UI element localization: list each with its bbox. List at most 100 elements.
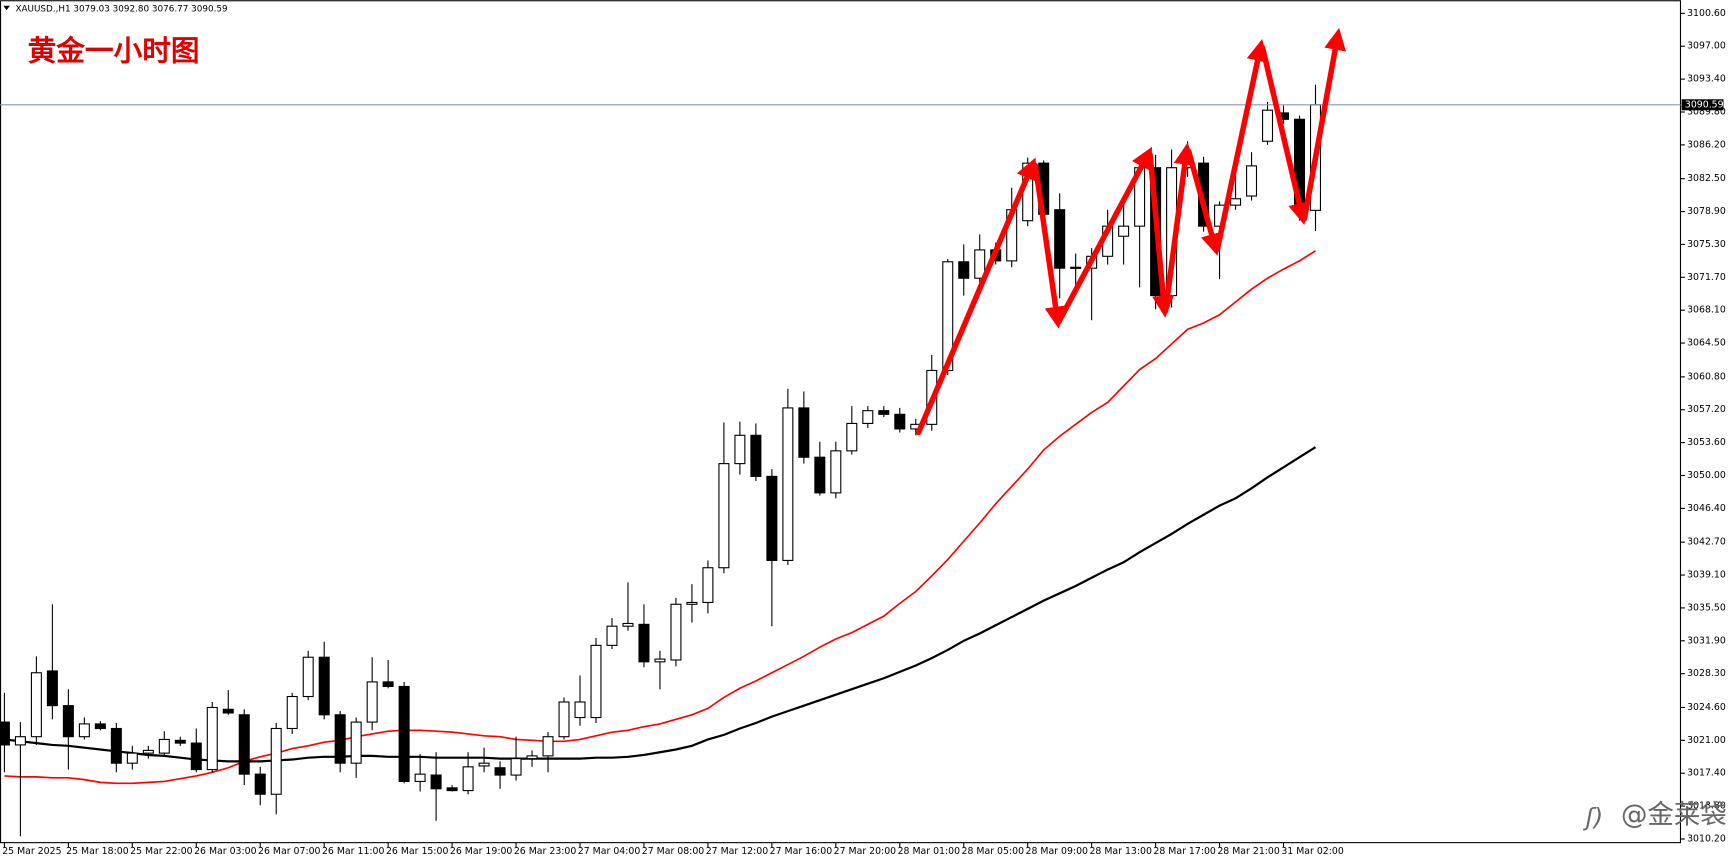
x-tick-label: 26 Mar 23:00 — [514, 846, 577, 857]
candle-body — [478, 762, 490, 767]
y-tick-label: 3028.30 — [1687, 668, 1726, 679]
candle-body — [94, 723, 106, 730]
y-tick-label: 3068.10 — [1687, 305, 1726, 316]
candle-body — [958, 261, 970, 279]
arrow — [1259, 44, 1310, 225]
menu-triangle — [3, 5, 10, 11]
candle-body — [126, 752, 138, 764]
candle-body — [318, 656, 330, 716]
y-tick-label: 3010.20 — [1687, 833, 1726, 844]
x-tick-label: 26 Mar 15:00 — [386, 846, 449, 857]
candle-body — [830, 450, 842, 494]
x-tick-label: 27 Mar 20:00 — [834, 846, 897, 857]
candle-body — [862, 410, 874, 424]
candle-body — [398, 685, 410, 783]
y-tick-label: 3050.00 — [1687, 470, 1726, 481]
candle-body — [0, 721, 10, 746]
candle-body — [734, 434, 746, 465]
candle-body — [302, 656, 314, 698]
y-tick-label: 3100.60 — [1687, 8, 1726, 19]
moving-average-line — [4, 446, 1317, 763]
x-tick-label: 26 Mar 03:00 — [194, 846, 257, 857]
candle-body — [350, 721, 362, 764]
y-tick-label: 3021.00 — [1687, 735, 1726, 746]
candle-body — [414, 773, 426, 783]
last-price-box — [1681, 99, 1724, 111]
candle-body — [574, 701, 586, 719]
candle-body — [1070, 266, 1082, 269]
y-tick-label: 3035.50 — [1687, 602, 1726, 613]
candle-body — [62, 705, 74, 738]
candle-body — [462, 766, 474, 792]
candle-body — [766, 475, 778, 561]
candle-body — [622, 622, 634, 627]
arrow — [1162, 142, 1196, 314]
candle-body — [974, 249, 986, 279]
candle-body — [1246, 165, 1258, 197]
x-tick-label: 25 Mar 22:00 — [130, 846, 193, 857]
candle-body — [606, 625, 618, 646]
candle-body — [542, 736, 554, 757]
x-tick-label: 28 Mar 01:00 — [898, 846, 961, 857]
candle-body — [638, 623, 650, 663]
candle-body — [1262, 109, 1274, 142]
y-tick-label: 3013.80 — [1687, 801, 1726, 812]
y-tick-label: 3024.60 — [1687, 702, 1726, 713]
chart-title: 黄金一小时图 — [28, 34, 200, 68]
candle-body — [222, 708, 234, 714]
candle-body — [670, 603, 682, 661]
y-tick-label: 3075.30 — [1687, 239, 1726, 250]
candle-body — [654, 658, 666, 663]
y-tick-label: 3042.70 — [1687, 537, 1726, 548]
x-tick-label: 27 Mar 08:00 — [642, 846, 705, 857]
candle-body — [142, 749, 154, 754]
y-tick-label: 3086.20 — [1687, 139, 1726, 150]
plot-frame — [0, 0, 1682, 844]
candle-body — [798, 407, 810, 458]
y-tick-label: 3071.70 — [1687, 272, 1726, 283]
x-tick-label: 26 Mar 11:00 — [322, 846, 385, 857]
candle-body — [14, 736, 26, 746]
arrow — [1147, 151, 1175, 318]
arrow — [1214, 38, 1269, 253]
last-price-label: 3090.59 — [1685, 99, 1724, 110]
y-tick-label: 3082.50 — [1687, 173, 1726, 184]
candle-body — [238, 714, 250, 775]
candle-body — [702, 567, 714, 603]
candle-body — [894, 413, 906, 430]
candle-body — [382, 681, 394, 688]
candle-body — [190, 742, 202, 771]
candle-body — [366, 681, 378, 723]
candle-body — [510, 758, 522, 776]
candle-body — [846, 422, 858, 452]
candle-body — [78, 723, 90, 738]
arrow — [1185, 148, 1223, 256]
y-tick-label: 3093.40 — [1687, 74, 1726, 85]
y-tick-label: 3031.90 — [1687, 635, 1726, 646]
candle-body — [334, 714, 346, 764]
candle-body — [430, 774, 442, 790]
y-tick-label: 3089.80 — [1687, 107, 1726, 118]
watermark: @金莱袋 — [1621, 800, 1727, 831]
x-tick-label: 28 Mar 05:00 — [962, 846, 1025, 857]
x-tick-label: 28 Mar 21:00 — [1217, 846, 1280, 857]
y-tick-label: 3097.00 — [1687, 41, 1726, 52]
y-tick-label: 3017.40 — [1687, 768, 1726, 779]
candle-body — [1230, 198, 1242, 206]
candle-body — [526, 755, 538, 760]
arrow — [1032, 162, 1067, 329]
candle-body — [46, 670, 58, 707]
y-tick-label: 3053.60 — [1687, 437, 1726, 448]
x-tick-label: 25 Mar 18:00 — [66, 846, 129, 857]
y-tick-label: 3078.90 — [1687, 206, 1726, 217]
chart-header: XAUUSD.,H1 3079.03 3092.80 3076.77 3090.… — [15, 5, 227, 15]
y-tick-label: 3060.80 — [1687, 371, 1726, 382]
x-tick-label: 28 Mar 17:00 — [1153, 846, 1216, 857]
candle-body — [558, 701, 570, 738]
y-tick-label: 3057.20 — [1687, 404, 1726, 415]
candle-body — [878, 410, 890, 415]
y-tick-label: 3064.50 — [1687, 338, 1726, 349]
x-tick-label: 27 Mar 12:00 — [706, 846, 769, 857]
